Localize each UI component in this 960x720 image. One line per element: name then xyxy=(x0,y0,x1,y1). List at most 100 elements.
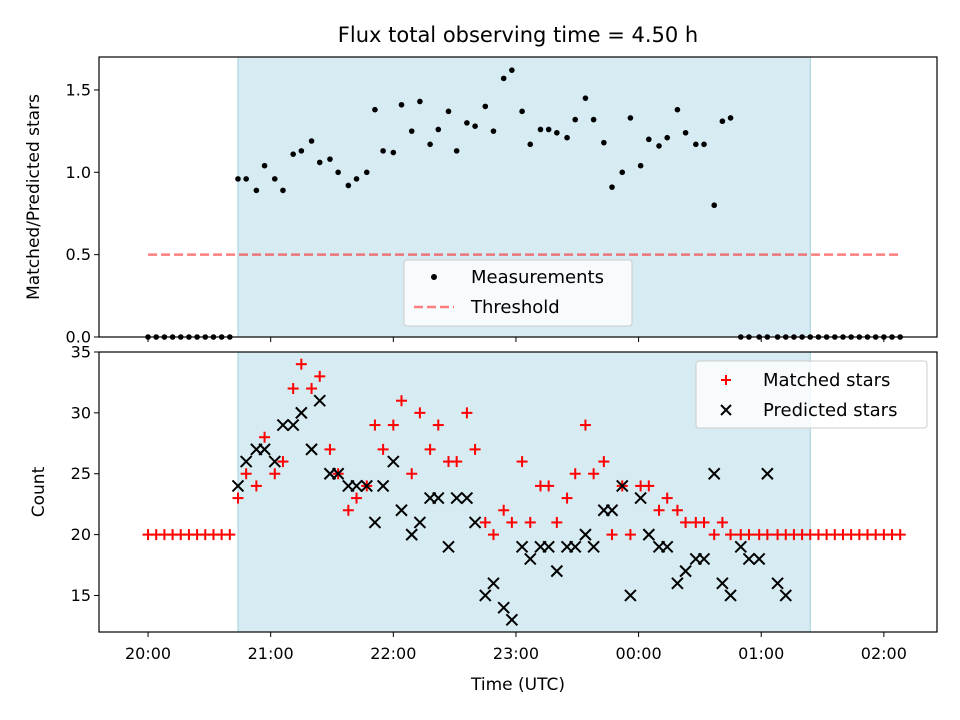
y-tick-label: 15 xyxy=(71,586,91,605)
predicted-star-point xyxy=(697,552,711,566)
measurement-point xyxy=(243,176,249,182)
measurement-point xyxy=(572,116,579,123)
measurement-point xyxy=(261,162,268,169)
y-tick-label: 20 xyxy=(71,525,91,544)
measurement-point xyxy=(353,176,360,182)
predicted-star-point xyxy=(779,589,792,602)
predicted-star-point xyxy=(624,589,637,602)
y-tick-label: 0.5 xyxy=(66,245,91,264)
matched-star-point xyxy=(561,492,573,504)
predicted-star-point xyxy=(550,564,564,578)
measurement-point xyxy=(271,176,278,182)
matched-star-point xyxy=(487,529,499,541)
count-panel: 15 20 25 30 35 20:00 21:00 22:00 23:00 00:00 01:0… xyxy=(29,343,938,695)
predicted-star-point xyxy=(276,418,290,432)
matched-star-point xyxy=(725,529,737,541)
ratio-y-axis-label: Matched/Predicted stars xyxy=(24,94,44,300)
matched-star-point xyxy=(761,529,773,541)
measurement-point xyxy=(417,98,423,105)
measurement-point xyxy=(537,126,544,133)
matched-star-point xyxy=(342,504,354,516)
matched-star-point xyxy=(240,468,252,480)
matched-star-point xyxy=(671,504,683,516)
y-tick-label: 30 xyxy=(71,403,91,422)
measurement-point xyxy=(372,106,378,113)
predicted-star-point xyxy=(350,479,363,493)
x-tick-label: 20:00 xyxy=(125,644,171,663)
measurement-point xyxy=(682,129,689,136)
measurement-point xyxy=(619,169,626,176)
measurement-point xyxy=(427,141,433,148)
matched-star-point xyxy=(277,456,289,468)
y-tick-label: 1.0 xyxy=(66,163,91,182)
matched-star-point xyxy=(269,468,281,480)
ratio-panel: 0.0 0.5 1.0 1.5 Matched/Predicted stars Mea… xyxy=(24,56,938,347)
matched-star-point xyxy=(387,419,399,431)
predicted-star-point xyxy=(413,516,427,529)
predicted-star-point xyxy=(442,540,455,553)
matched-star-point xyxy=(569,468,581,480)
predicted-star-point xyxy=(376,479,390,493)
measurement-point xyxy=(398,101,405,108)
measurement-point xyxy=(711,202,718,209)
ratio-panel-frame xyxy=(98,56,938,338)
predicted-star-point xyxy=(479,589,492,602)
legend-matched-label: Matched stars xyxy=(763,370,890,391)
legend-predicted-label: Predicted stars xyxy=(763,400,897,421)
matched-star-point xyxy=(680,516,692,528)
measurement-point xyxy=(582,95,589,101)
predicted-star-point xyxy=(716,577,729,590)
x-tick-label: 22:00 xyxy=(370,644,416,663)
predicted-star-point xyxy=(231,479,245,493)
matched-star-point xyxy=(653,504,665,516)
matched-star-point xyxy=(588,468,600,480)
legend-predicted-marker xyxy=(720,404,732,416)
matched-star-point xyxy=(406,468,418,480)
matched-star-point xyxy=(414,407,426,419)
matched-star-point xyxy=(506,516,518,528)
matched-star-point xyxy=(716,516,728,528)
y-tick-label: 1.5 xyxy=(66,80,91,99)
y-tick-label: 25 xyxy=(71,464,91,483)
measurement-point xyxy=(509,67,515,73)
predicted-star-point xyxy=(660,540,674,553)
measurement-point xyxy=(527,141,534,148)
ratio-y-ticks: 0.0 0.5 1.0 1.5 xyxy=(66,80,99,347)
predicted-star-point xyxy=(295,406,308,420)
ratio-legend: Measurements Threshold xyxy=(403,259,633,327)
predicted-star-point xyxy=(587,540,600,553)
matched-star-point xyxy=(224,529,236,541)
matched-star-point xyxy=(306,383,318,395)
legend-threshold-label: Threshold xyxy=(470,297,560,318)
predicted-star-point xyxy=(771,577,784,590)
measurement-point xyxy=(345,182,352,189)
measurement-point xyxy=(646,136,652,143)
count-y-axis-label: Count xyxy=(29,466,49,517)
predicted-star-point xyxy=(752,552,766,566)
predicted-star-point xyxy=(405,528,418,541)
x-tick-label: 00:00 xyxy=(616,644,662,663)
measurement-point xyxy=(674,106,681,113)
legend-measurements-label: Measurements xyxy=(471,267,604,288)
measurement-point xyxy=(453,148,460,154)
measurement-point xyxy=(390,149,397,156)
matched-star-point xyxy=(461,407,473,419)
count-x-ticks: 20:00 21:00 22:00 23:00 00:00 01:00 02:00 xyxy=(125,632,907,663)
predicted-star-point xyxy=(395,504,408,517)
predicted-star-point xyxy=(387,455,400,468)
count-panel-frame xyxy=(98,351,938,633)
predicted-star-point xyxy=(258,443,271,456)
matched-star-point xyxy=(424,443,436,455)
matched-star-point xyxy=(314,370,326,382)
matched-star-point xyxy=(259,431,271,443)
measurement-point xyxy=(327,156,333,162)
matched-star-point xyxy=(498,504,510,516)
matched-star-point xyxy=(894,529,906,541)
matched-star-point xyxy=(743,529,755,541)
matched-star-point xyxy=(250,480,262,492)
x-tick-label: 21:00 xyxy=(248,644,294,663)
measurement-point xyxy=(490,128,497,134)
predicted-star-point xyxy=(450,491,463,505)
measurement-point xyxy=(482,103,489,110)
